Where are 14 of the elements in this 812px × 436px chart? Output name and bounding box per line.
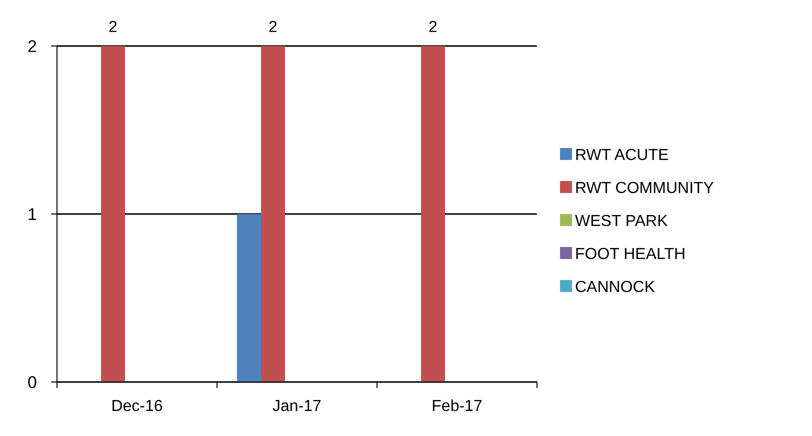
legend-label: CANNOCK [575, 279, 656, 296]
x-tick-label: Dec-16 [111, 398, 163, 415]
y-tick-label: 2 [28, 37, 37, 56]
y-tick-label: 0 [28, 373, 37, 392]
y-tick-label: 1 [28, 205, 37, 224]
x-tick-label: Jan-17 [272, 398, 322, 415]
legend-label: WEST PARK [575, 213, 668, 230]
data-label: 2 [108, 19, 118, 36]
x-tick-label: Feb-17 [432, 398, 482, 415]
data-label: 2 [428, 19, 438, 36]
data-label: 2 [268, 19, 278, 36]
legend-label: RWT ACUTE [575, 147, 669, 164]
legend-label: RWT COMMUNITY [575, 180, 714, 197]
legend-label: FOOT HEALTH [575, 246, 686, 263]
